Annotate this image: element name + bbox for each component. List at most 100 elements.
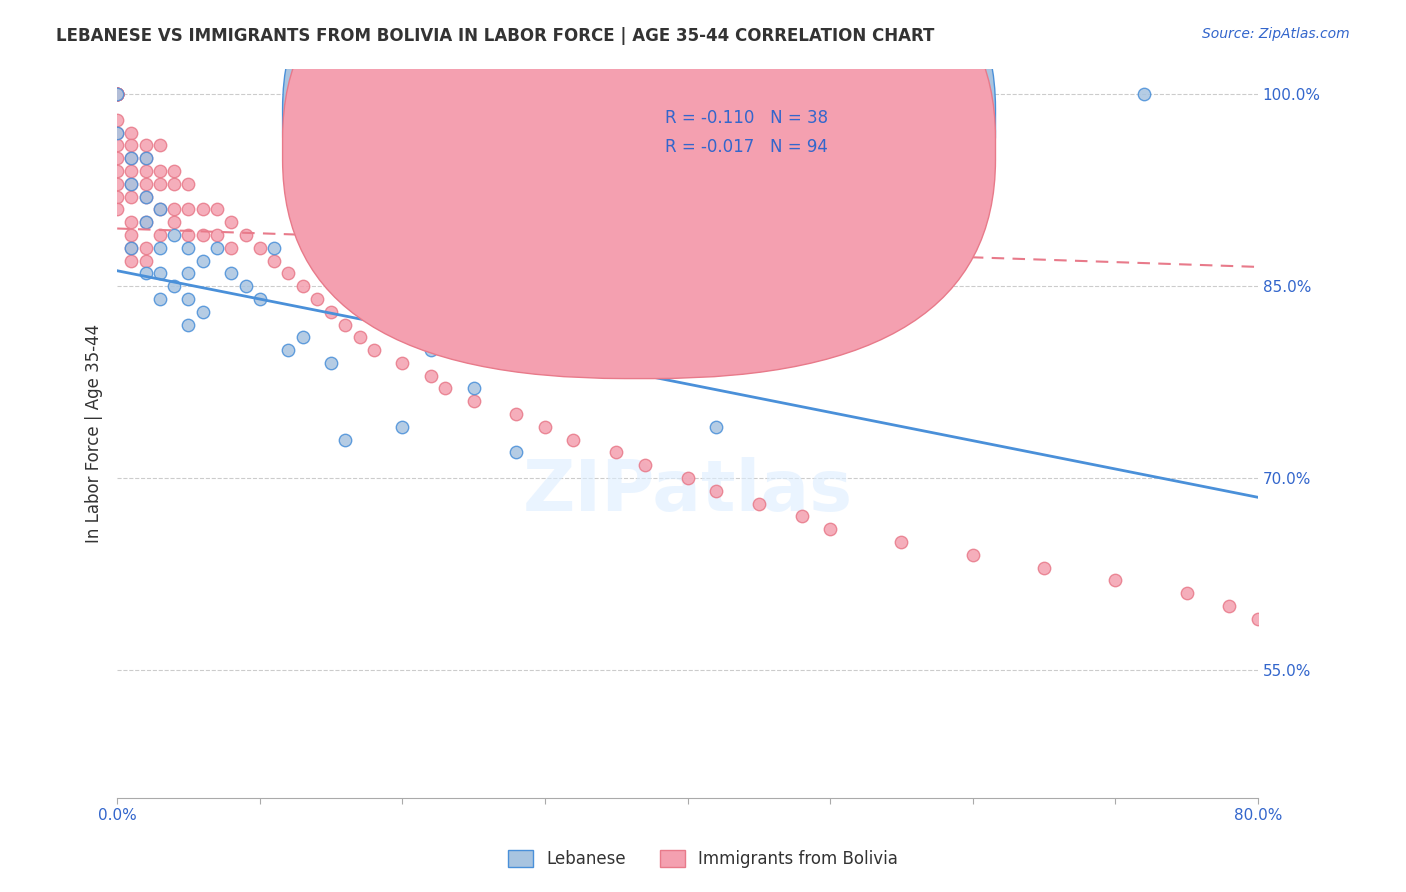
Point <box>219 241 242 255</box>
Point <box>135 151 157 165</box>
Point <box>1361 663 1384 677</box>
Point <box>319 356 342 370</box>
Point <box>249 241 271 255</box>
Point <box>105 87 128 102</box>
Point <box>319 266 342 280</box>
Point <box>149 177 172 191</box>
Point <box>105 87 128 102</box>
Point <box>135 241 157 255</box>
Text: LEBANESE VS IMMIGRANTS FROM BOLIVIA IN LABOR FORCE | AGE 35-44 CORRELATION CHART: LEBANESE VS IMMIGRANTS FROM BOLIVIA IN L… <box>56 27 935 45</box>
Point <box>391 356 413 370</box>
FancyBboxPatch shape <box>602 90 876 178</box>
Point <box>177 266 200 280</box>
Point <box>105 87 128 102</box>
Point <box>105 87 128 102</box>
Point <box>704 483 727 498</box>
Point <box>419 343 441 357</box>
Point <box>149 241 172 255</box>
Point <box>463 382 485 396</box>
Point <box>105 138 128 153</box>
Point <box>177 177 200 191</box>
Point <box>149 164 172 178</box>
Point <box>105 87 128 102</box>
Point <box>120 215 142 229</box>
Point <box>704 420 727 434</box>
Point <box>163 215 186 229</box>
Point <box>105 87 128 102</box>
Point <box>120 151 142 165</box>
Point <box>1389 676 1406 690</box>
Point <box>135 189 157 203</box>
Point <box>505 407 527 421</box>
Point <box>419 368 441 383</box>
Point <box>163 177 186 191</box>
Point <box>177 227 200 242</box>
Point <box>219 215 242 229</box>
Point <box>105 151 128 165</box>
Point <box>1247 612 1270 626</box>
Point <box>305 292 328 306</box>
Point <box>163 202 186 217</box>
Point <box>291 279 314 293</box>
Point <box>962 548 984 562</box>
Point <box>135 189 157 203</box>
Point <box>135 215 157 229</box>
Point <box>1104 574 1126 588</box>
Point <box>105 202 128 217</box>
Point <box>605 445 627 459</box>
Point <box>391 420 413 434</box>
Point <box>219 266 242 280</box>
Point <box>534 420 557 434</box>
Legend: Lebanese, Immigrants from Bolivia: Lebanese, Immigrants from Bolivia <box>502 843 904 875</box>
Point <box>1331 650 1354 665</box>
Point <box>890 535 912 549</box>
Point <box>634 458 657 473</box>
Point <box>163 164 186 178</box>
Point <box>1132 87 1154 102</box>
Point <box>177 241 200 255</box>
Point <box>434 382 457 396</box>
Point <box>291 330 314 344</box>
Point <box>135 266 157 280</box>
Point <box>349 330 371 344</box>
Point <box>277 266 299 280</box>
Point <box>1175 586 1198 600</box>
Point <box>505 445 527 459</box>
Point <box>319 304 342 318</box>
Point <box>105 87 128 102</box>
Point <box>1218 599 1240 613</box>
Point <box>335 433 357 447</box>
Point <box>105 87 128 102</box>
Point <box>105 87 128 102</box>
Point <box>790 509 813 524</box>
Point <box>177 292 200 306</box>
Point <box>120 177 142 191</box>
Point <box>177 202 200 217</box>
Point <box>676 471 699 485</box>
Point <box>1303 638 1326 652</box>
Point <box>191 304 214 318</box>
Point <box>163 279 186 293</box>
Point <box>205 241 228 255</box>
Point <box>120 253 142 268</box>
Point <box>249 292 271 306</box>
Point <box>149 138 172 153</box>
Point <box>263 241 285 255</box>
Point <box>120 126 142 140</box>
Point <box>149 202 172 217</box>
Point <box>235 279 257 293</box>
Point <box>149 227 172 242</box>
Point <box>105 177 128 191</box>
Point <box>149 202 172 217</box>
Point <box>135 164 157 178</box>
Point <box>463 394 485 409</box>
Text: R = -0.110   N = 38: R = -0.110 N = 38 <box>665 109 828 128</box>
Point <box>191 253 214 268</box>
Point <box>605 241 627 255</box>
Point <box>562 433 585 447</box>
Point <box>120 151 142 165</box>
Point <box>163 227 186 242</box>
Point <box>105 126 128 140</box>
Point <box>277 343 299 357</box>
Point <box>818 522 841 536</box>
